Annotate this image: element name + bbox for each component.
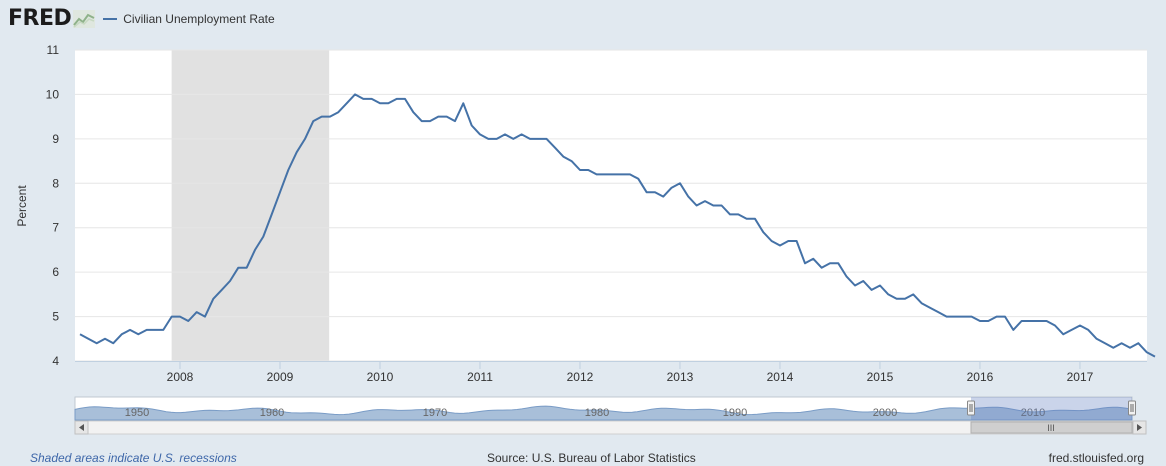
site-credit: fred.stlouisfed.org xyxy=(1048,451,1144,465)
legend-label: Civilian Unemployment Rate xyxy=(123,12,275,26)
y-tick-label: 8 xyxy=(52,176,59,190)
fred-logo[interactable]: FRED xyxy=(8,6,72,31)
y-axis-label: Percent xyxy=(15,185,29,227)
navigator-label: 1990 xyxy=(723,407,747,419)
recession-note: Shaded areas indicate U.S. recessions xyxy=(30,451,237,465)
x-tick-label: 2012 xyxy=(567,370,594,384)
x-tick-label: 2015 xyxy=(867,370,894,384)
navigator-right-handle[interactable] xyxy=(1128,400,1136,416)
navigator-label: 1960 xyxy=(260,407,284,419)
x-tick-label: 2013 xyxy=(667,370,694,384)
source-credit: Source: U.S. Bureau of Labor Statistics xyxy=(487,451,696,465)
navigator-label: 2010 xyxy=(1021,407,1045,419)
x-tick-label: 2017 xyxy=(1067,370,1094,384)
scroll-left-arrow-icon xyxy=(79,424,84,431)
legend[interactable]: Civilian Unemployment Rate xyxy=(103,12,275,26)
scrollbar-grip: III xyxy=(1047,423,1055,433)
navigator-label: 2000 xyxy=(873,407,897,419)
y-tick-label: 4 xyxy=(52,354,59,368)
x-tick-label: 2010 xyxy=(367,370,394,384)
x-tick-label: 2009 xyxy=(267,370,294,384)
navigator-label: 1950 xyxy=(125,407,149,419)
x-tick-label: 2016 xyxy=(967,370,994,384)
series-line xyxy=(79,93,1156,358)
navigator-series-area xyxy=(74,405,1133,421)
navigator-left-handle[interactable] xyxy=(967,400,975,416)
fred-graph-icon xyxy=(73,10,96,28)
chart-header: FRED Civilian Unemployment Rate xyxy=(8,6,275,32)
y-tick-label: 7 xyxy=(52,221,59,235)
y-tick-label: 9 xyxy=(52,132,59,146)
navigator-label: 1980 xyxy=(585,407,609,419)
legend-line-swatch xyxy=(103,18,118,20)
y-tick-label: 10 xyxy=(46,87,60,101)
x-tick-label: 2014 xyxy=(767,370,794,384)
scroll-right-arrow-icon xyxy=(1137,424,1142,431)
navigator-label: 1970 xyxy=(423,407,447,419)
y-tick-label: 11 xyxy=(47,43,60,57)
x-tick-label: 2008 xyxy=(167,370,194,384)
navigator-selection[interactable] xyxy=(971,397,1132,420)
y-tick-label: 6 xyxy=(52,265,59,279)
x-tick-label: 2011 xyxy=(467,370,493,384)
y-tick-label: 5 xyxy=(52,310,59,324)
recession-shade xyxy=(171,50,330,361)
scrollbar-thumb[interactable] xyxy=(970,421,1133,434)
